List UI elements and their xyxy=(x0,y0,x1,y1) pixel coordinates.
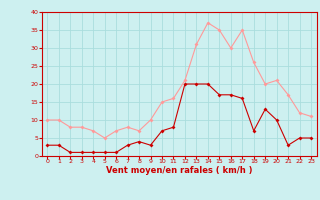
X-axis label: Vent moyen/en rafales ( km/h ): Vent moyen/en rafales ( km/h ) xyxy=(106,166,252,175)
